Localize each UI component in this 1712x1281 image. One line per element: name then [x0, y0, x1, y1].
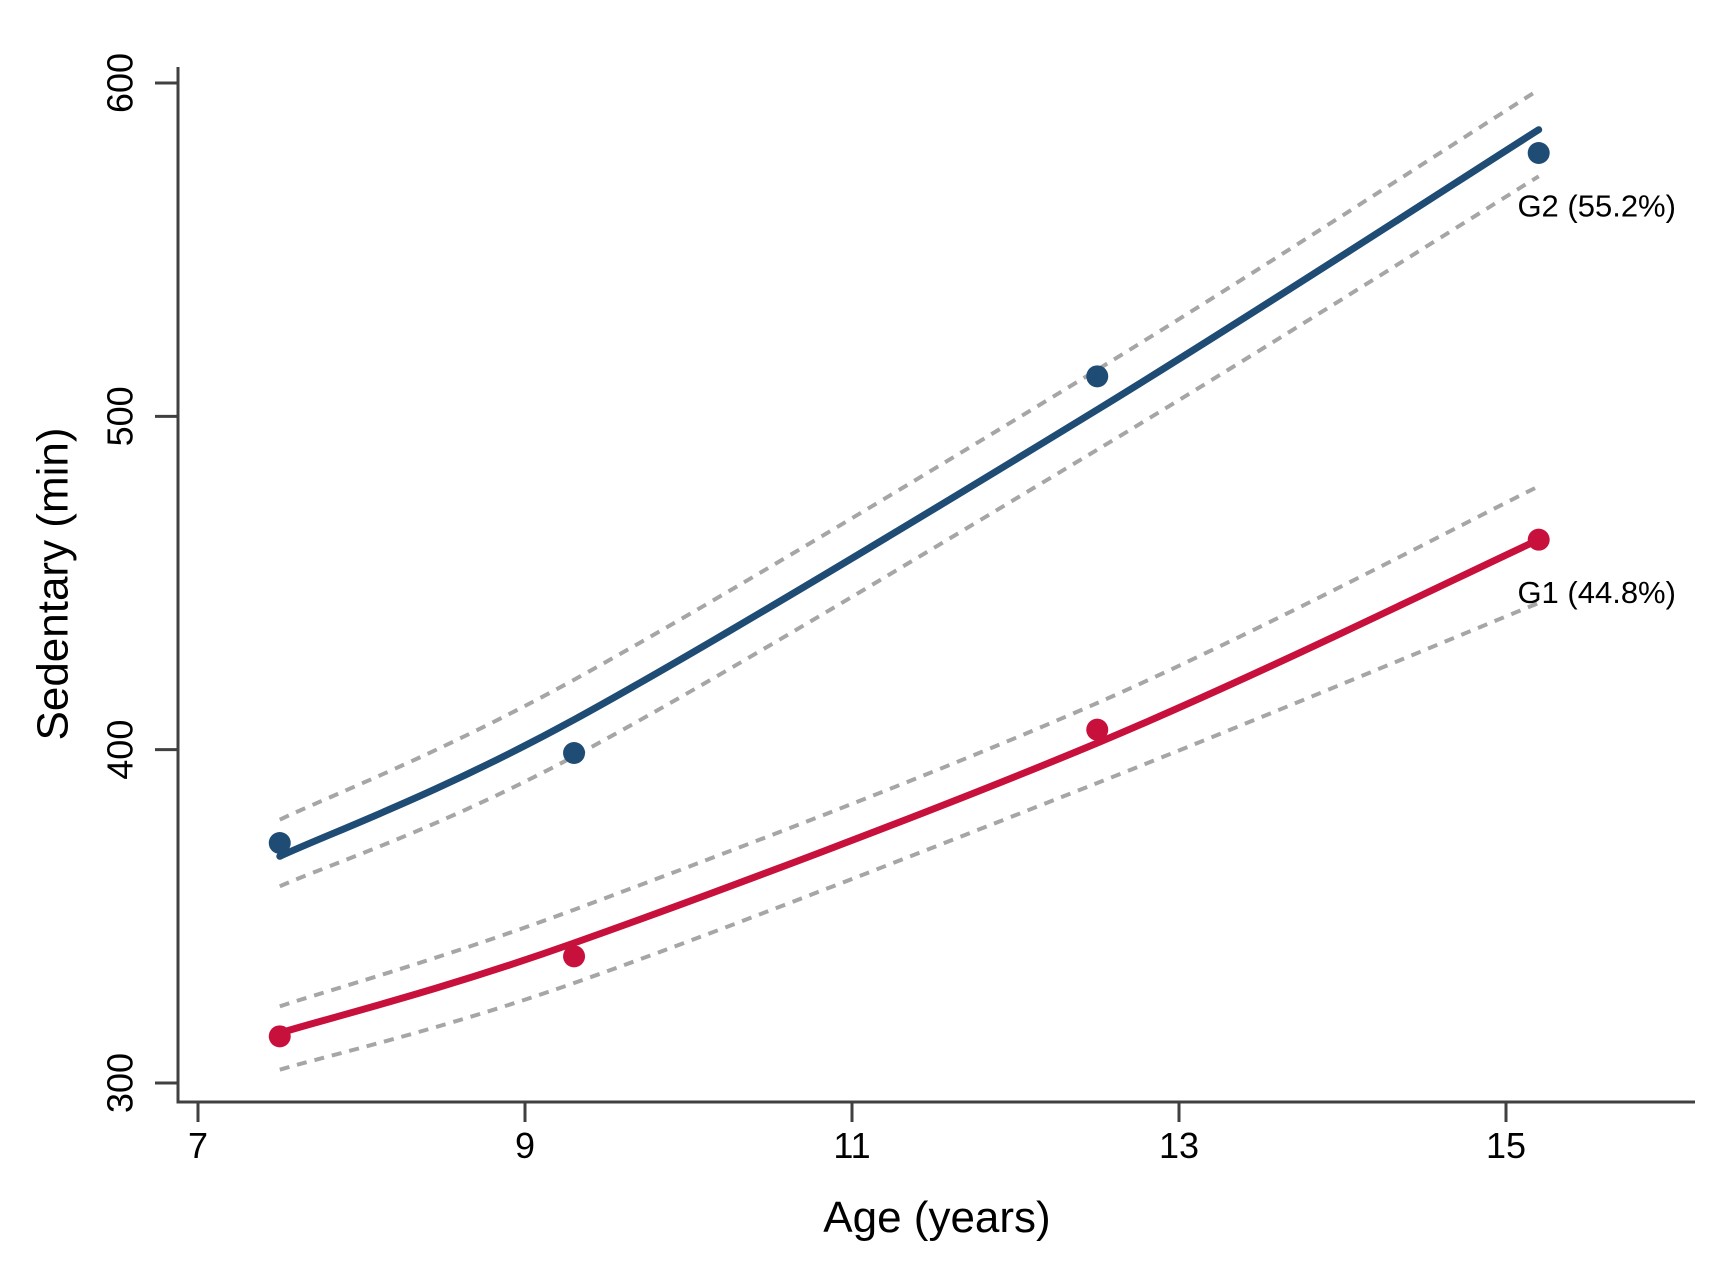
- g1-ci-lower-line: [279, 601, 1540, 1072]
- observed-points-layer: [268, 142, 1550, 1048]
- g1-observed-point: [1086, 718, 1109, 741]
- x-axis-title: Age (years): [823, 1193, 1050, 1242]
- g1-fitted-line: [276, 536, 1543, 1037]
- fitted-lines-layer: [276, 126, 1543, 1037]
- confidence-bands-layer: [278, 88, 1540, 1072]
- x-tick-label: 7: [188, 1125, 208, 1166]
- y-tick-label: 300: [100, 1053, 141, 1113]
- g2-observed-point: [1527, 142, 1550, 164]
- g2-ci-upper-line: [278, 88, 1540, 822]
- y-tick-label: 500: [100, 386, 141, 446]
- x-tick-label: 11: [833, 1125, 870, 1166]
- y-tick-label: 600: [100, 53, 141, 113]
- axes-layer: 300 400 500 600 7 9 11 13 15: [100, 53, 1695, 1166]
- g1-observed-point: [1527, 528, 1550, 551]
- x-tick-label: 9: [515, 1125, 535, 1166]
- y-axis-title: Sedentary (min): [29, 427, 78, 740]
- g2-observed-point: [563, 742, 586, 764]
- y-tick-label: 400: [100, 720, 141, 780]
- x-tick-label: 15: [1486, 1125, 1526, 1166]
- g2-observed-point: [268, 832, 291, 854]
- x-tick-label: 13: [1159, 1125, 1199, 1166]
- g1-ci-upper-line: [279, 484, 1540, 1009]
- g1-annotation-label: G1 (44.8%): [1517, 575, 1676, 610]
- g1-observed-point: [563, 945, 586, 968]
- g1-observed-point: [268, 1025, 291, 1048]
- g2-observed-point: [1086, 365, 1109, 388]
- g2-annotation-label: G2 (55.2%): [1517, 188, 1676, 223]
- annotations-layer: G2 (55.2%) G1 (44.8%): [1517, 188, 1676, 610]
- g2-fitted-line: [276, 126, 1543, 860]
